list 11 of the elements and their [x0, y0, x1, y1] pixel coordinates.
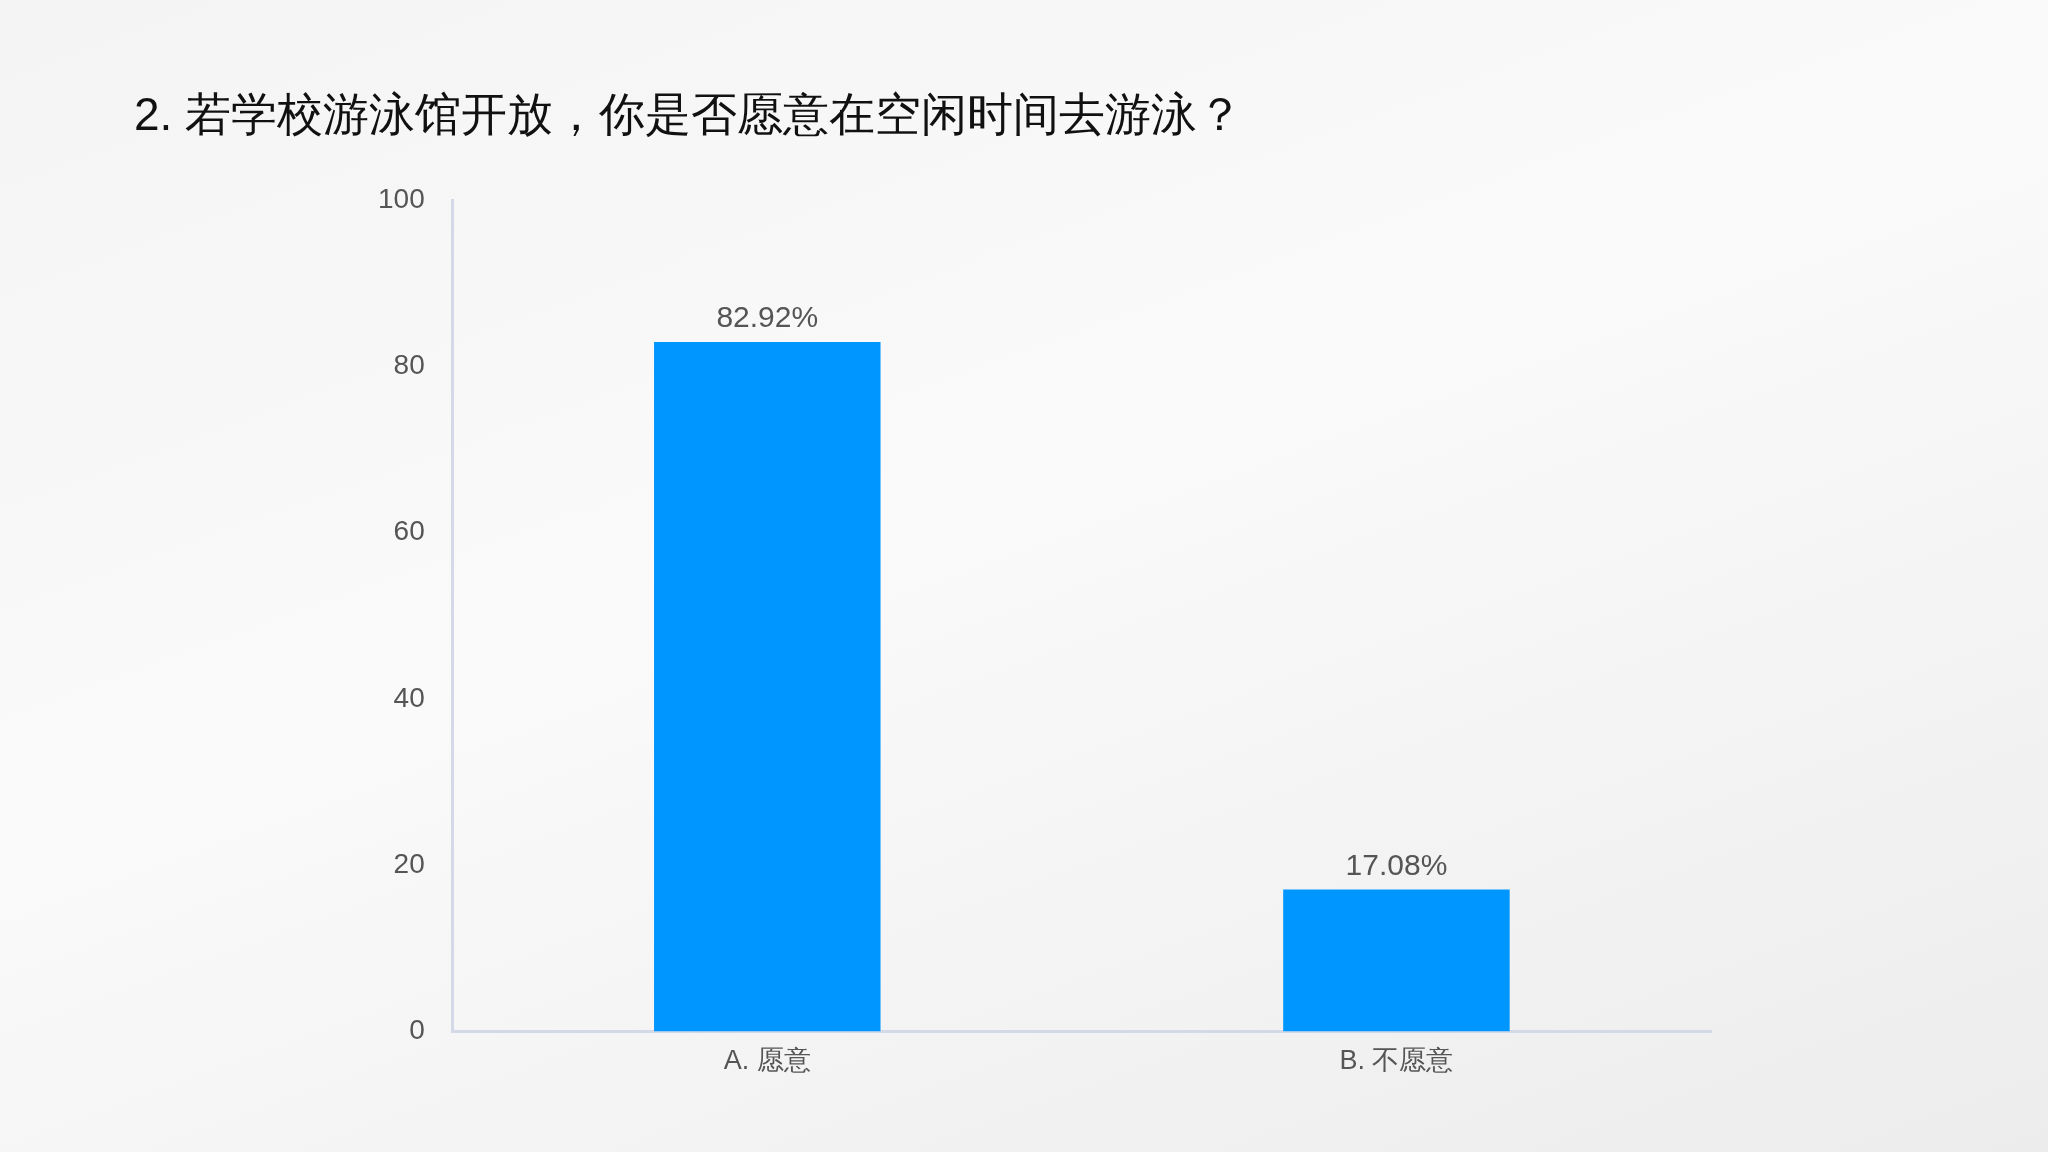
- y-tick-label: 100: [378, 182, 425, 214]
- x-tick-label: B. 不愿意: [1339, 1045, 1454, 1076]
- x-tick-label: A. 愿意: [723, 1045, 811, 1076]
- y-tick-label: 20: [393, 848, 425, 879]
- y-tick-label: 0: [409, 1014, 425, 1046]
- data-label: 82.92%: [716, 300, 819, 334]
- data-label: 17.08%: [1345, 847, 1448, 881]
- y-tick-label: 60: [393, 515, 425, 547]
- chart-title: 2. 若学校游泳馆开放，你是否愿意在空闲时间去游泳？: [134, 87, 1244, 142]
- y-tick-label: 40: [393, 681, 425, 713]
- y-tick-label: 80: [393, 349, 425, 381]
